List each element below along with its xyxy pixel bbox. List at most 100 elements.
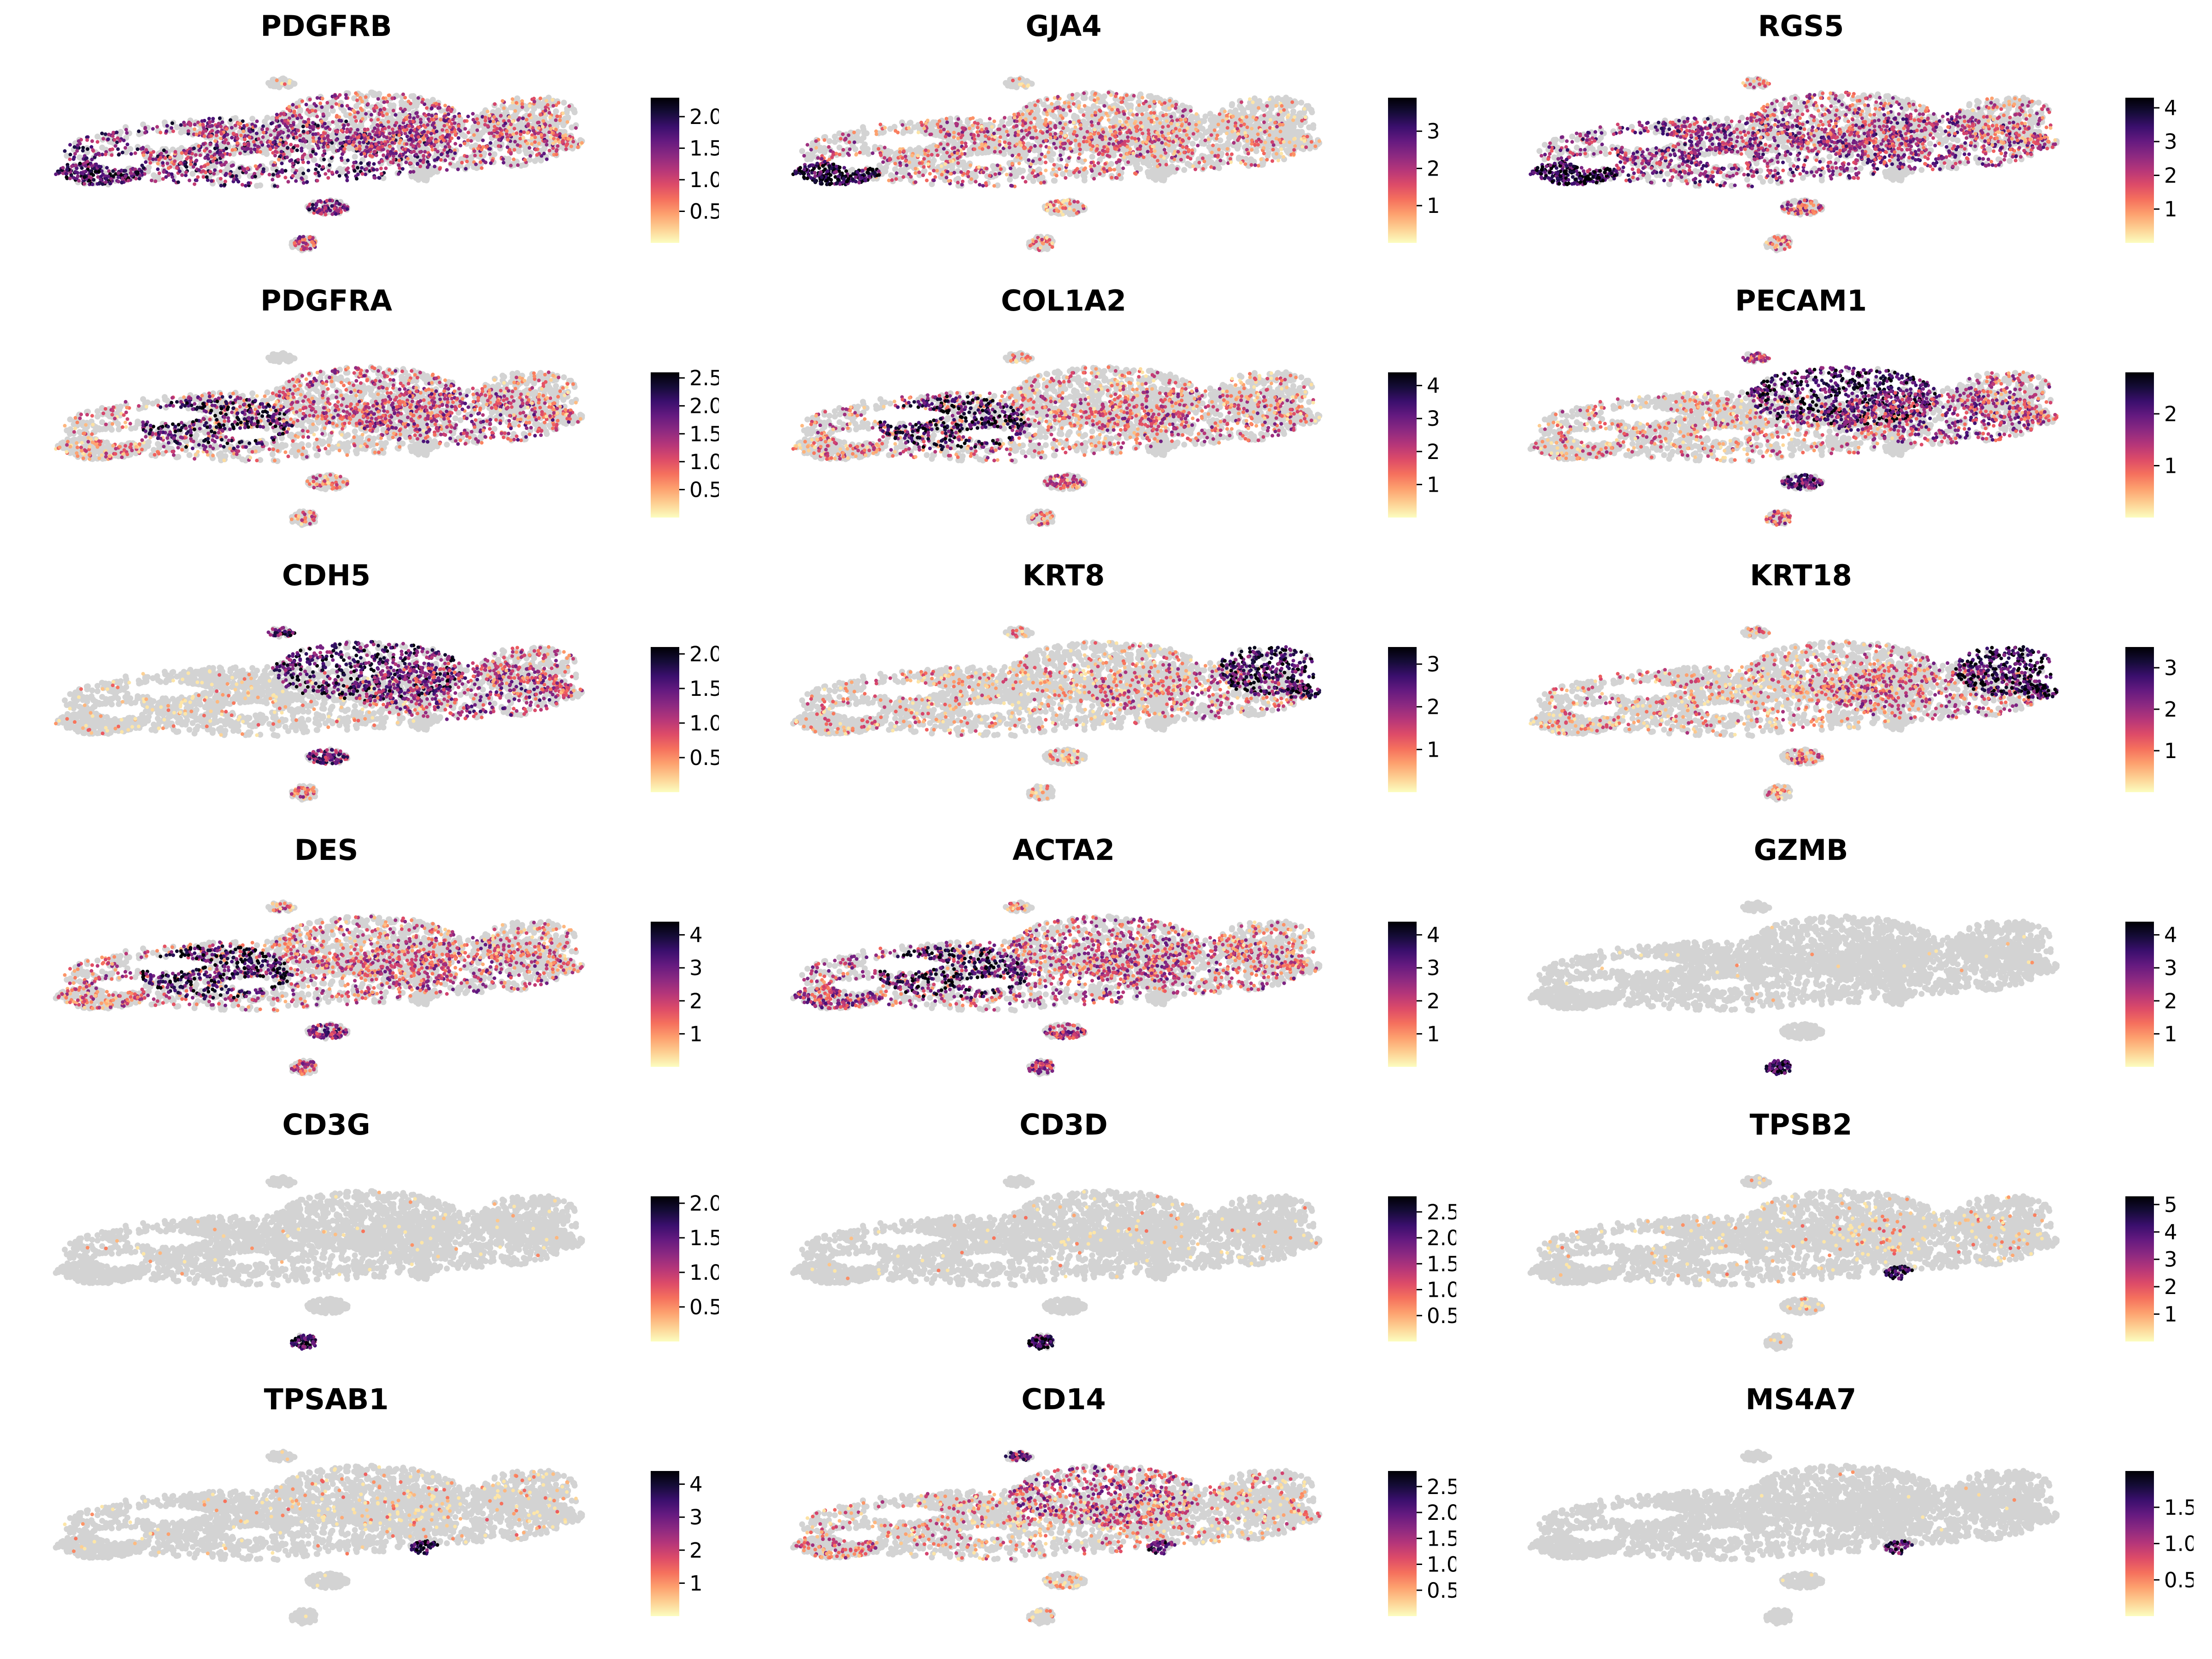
cell-point <box>296 144 300 148</box>
cell-point <box>527 113 531 117</box>
cell-point <box>230 126 234 129</box>
cell-point <box>111 134 115 138</box>
cell-point <box>565 144 568 147</box>
cell-point <box>382 107 386 111</box>
cell-point <box>170 126 173 130</box>
cell-point <box>230 136 234 140</box>
cell-point <box>236 137 240 141</box>
cell-point <box>318 174 321 177</box>
cell-point <box>197 168 201 172</box>
cell-point <box>318 209 321 212</box>
cell-point <box>533 100 536 104</box>
cell-point <box>391 137 395 141</box>
cell-point <box>352 154 358 160</box>
cell-point <box>265 127 269 131</box>
cell-point <box>561 139 565 143</box>
cell-point <box>330 204 334 208</box>
cell-point <box>430 148 434 152</box>
cell-point <box>118 129 124 135</box>
cell-point <box>1089 154 1095 160</box>
cell-point <box>371 92 377 98</box>
cell-point <box>322 141 326 145</box>
cell-point <box>389 160 393 164</box>
cell-point <box>301 171 305 175</box>
cell-point <box>466 139 470 142</box>
cell-point <box>375 168 379 171</box>
cell-point <box>555 133 559 137</box>
cell-point <box>284 169 288 173</box>
cell-point <box>356 111 360 114</box>
cell-point <box>107 133 111 136</box>
cell-point <box>412 144 415 148</box>
cell-point <box>1108 161 1114 167</box>
cell-point <box>312 241 315 245</box>
cell-point <box>326 176 330 180</box>
cell-point <box>328 199 332 202</box>
cell-point <box>334 212 338 216</box>
cell-point <box>100 132 104 135</box>
cell-point <box>295 148 299 152</box>
cell-point <box>104 132 107 136</box>
cell-point <box>480 148 483 152</box>
cell-point <box>320 119 324 123</box>
cell-point <box>124 174 127 178</box>
cell-point <box>532 129 535 133</box>
cell-point <box>255 119 259 123</box>
cell-point <box>126 179 130 182</box>
cell-point <box>366 162 370 166</box>
cell-point <box>301 156 305 159</box>
cell-point <box>189 122 193 126</box>
cell-point <box>545 99 548 103</box>
cell-point <box>398 154 401 158</box>
cell-point <box>281 171 284 174</box>
cell-point <box>162 148 166 152</box>
cell-point <box>187 129 190 133</box>
cell-point <box>143 131 147 135</box>
cell-point <box>159 156 163 159</box>
cell-point <box>97 165 101 168</box>
cell-point <box>78 162 82 165</box>
cell-point <box>406 157 410 161</box>
cell-point <box>288 105 291 109</box>
cell-point <box>453 142 457 146</box>
cell-point <box>69 153 72 156</box>
cell-point <box>540 133 543 137</box>
cell-point <box>418 170 424 176</box>
cell-point <box>294 106 298 109</box>
cell-point <box>221 120 224 124</box>
cell-point <box>465 159 469 163</box>
cell-point <box>283 176 287 179</box>
cell-point <box>335 138 338 142</box>
cell-point <box>486 110 489 113</box>
cell-point <box>292 111 296 114</box>
cell-point <box>156 162 160 165</box>
cell-point <box>326 134 330 138</box>
cell-point <box>111 169 115 173</box>
cell-point <box>243 142 247 146</box>
cell-point <box>398 141 401 145</box>
cell-point <box>312 102 316 106</box>
cell-point <box>355 147 359 151</box>
cell-point <box>459 144 462 147</box>
cell-point <box>377 97 380 101</box>
cell-point <box>490 131 494 135</box>
cell-point <box>215 143 218 147</box>
cell-point <box>425 142 429 146</box>
cell-point <box>356 128 359 132</box>
cell-point <box>314 132 318 136</box>
cell-point <box>457 136 460 140</box>
cell-point <box>246 147 250 150</box>
cell-point <box>383 127 387 130</box>
cell-point <box>165 124 169 128</box>
cell-point <box>370 135 373 139</box>
cell-point <box>430 106 434 110</box>
cell-point <box>464 127 467 131</box>
cell-point <box>129 152 133 156</box>
cell-point <box>255 132 259 135</box>
cell-point <box>220 132 224 136</box>
cell-point <box>282 153 285 156</box>
cell-point <box>219 184 223 188</box>
cell-point <box>865 151 871 157</box>
cell-point <box>316 144 319 147</box>
cell-point <box>306 108 309 112</box>
